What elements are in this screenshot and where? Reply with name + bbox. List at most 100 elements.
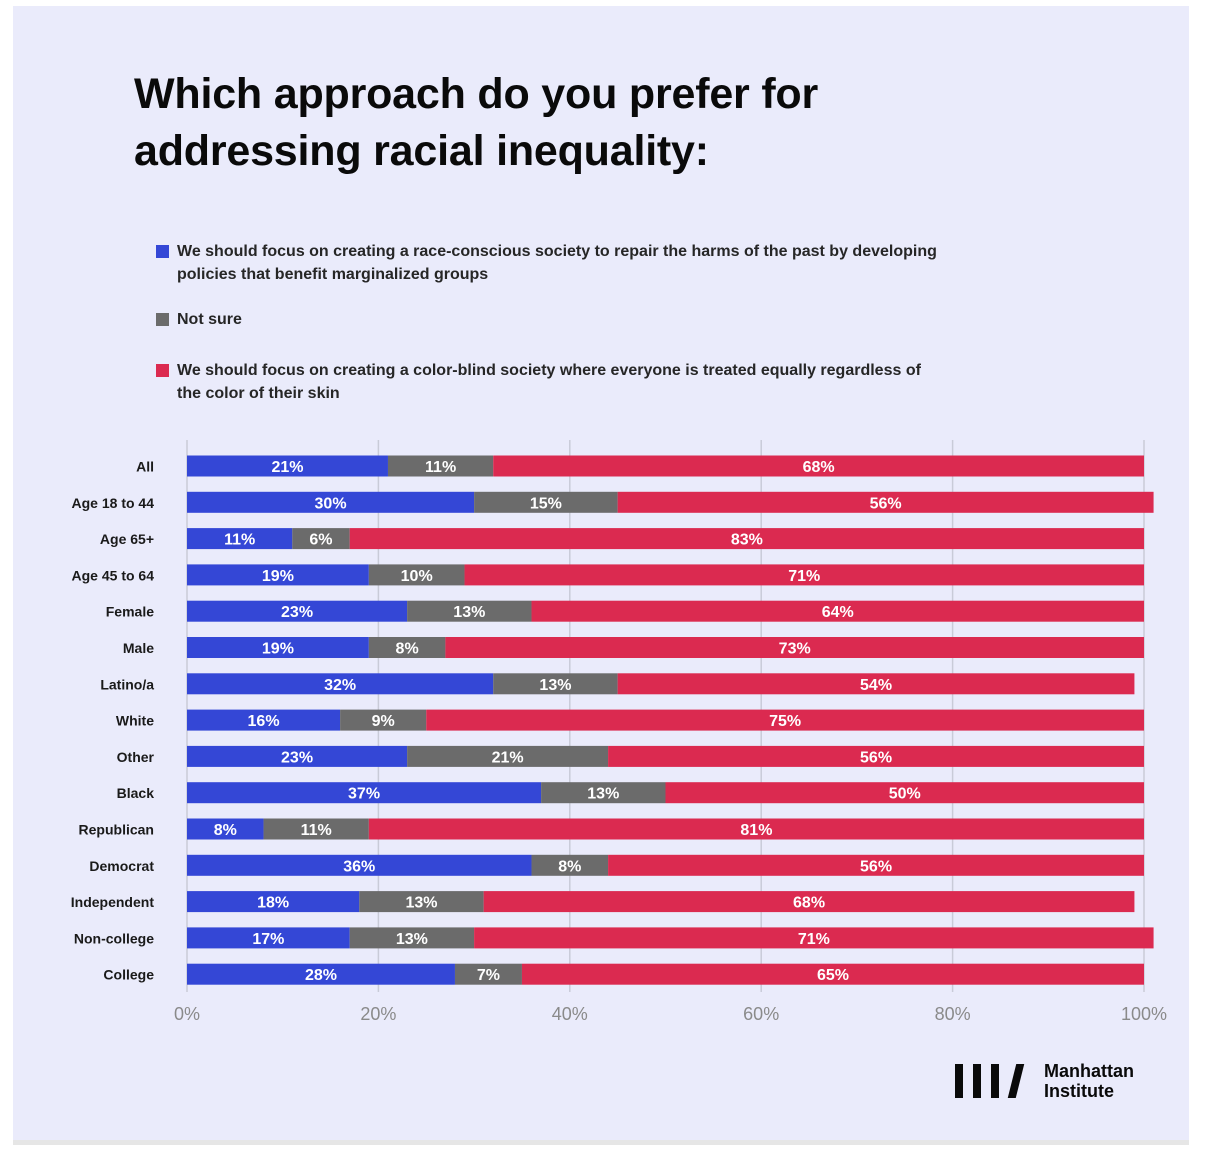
data-label: 30% bbox=[315, 495, 347, 512]
bar-segment-not-sure bbox=[359, 891, 484, 913]
category-label: Male bbox=[123, 640, 154, 656]
bar-segment-color-blind bbox=[368, 818, 1145, 840]
bar-segment-not-sure bbox=[531, 854, 609, 876]
data-label: 8% bbox=[396, 641, 419, 658]
bar-segment-color-blind bbox=[665, 782, 1144, 804]
bar-segment-color-blind bbox=[349, 528, 1144, 550]
category-label: Republican bbox=[79, 822, 154, 838]
bar-segment-not-sure bbox=[454, 963, 522, 985]
data-label: 81% bbox=[740, 822, 772, 839]
data-label: 13% bbox=[587, 786, 619, 803]
bar-segment-race-conscious bbox=[187, 818, 264, 840]
bar-segment-race-conscious bbox=[187, 854, 532, 876]
bar-segment-color-blind bbox=[493, 455, 1144, 477]
data-label: 21% bbox=[271, 459, 303, 476]
chart-title: Which approach do you prefer for address… bbox=[134, 70, 819, 175]
bar-segment-not-sure bbox=[349, 927, 475, 949]
bar-segment-not-sure bbox=[407, 600, 532, 622]
bar-segment-color-blind bbox=[521, 963, 1144, 985]
bar-segment-not-sure bbox=[474, 491, 618, 513]
bar-segment-race-conscious bbox=[187, 927, 350, 949]
bar-segment-color-blind bbox=[464, 564, 1144, 586]
bar-segment-race-conscious bbox=[187, 745, 408, 767]
legend-swatch-race-conscious bbox=[156, 245, 169, 258]
bar-segment-not-sure bbox=[368, 564, 465, 586]
data-label: 7% bbox=[477, 967, 500, 984]
data-label: 68% bbox=[793, 895, 825, 912]
data-label: 32% bbox=[324, 677, 356, 694]
data-label: 13% bbox=[453, 604, 485, 621]
bar-segment-color-blind bbox=[608, 745, 1144, 767]
data-label: 83% bbox=[731, 532, 763, 549]
x-tick-label: 100% bbox=[1121, 1004, 1167, 1024]
data-label: 8% bbox=[214, 822, 237, 839]
category-label: White bbox=[116, 713, 154, 729]
x-tick-label: 40% bbox=[552, 1004, 588, 1024]
bottom-divider bbox=[13, 1140, 1189, 1145]
legend-swatch-not-sure bbox=[156, 313, 169, 326]
x-tick-label: 0% bbox=[174, 1004, 200, 1024]
data-label: 75% bbox=[769, 713, 801, 730]
data-label: 36% bbox=[343, 858, 375, 875]
bar-segment-color-blind bbox=[531, 600, 1144, 622]
bar-segment-not-sure bbox=[407, 745, 609, 767]
data-label: 9% bbox=[372, 713, 395, 730]
legend-label-not-sure: Not sure bbox=[177, 311, 242, 328]
bar-segment-not-sure bbox=[541, 782, 666, 804]
data-label: 56% bbox=[860, 858, 892, 875]
bar-segment-race-conscious bbox=[187, 963, 455, 985]
bar-segment-color-blind bbox=[474, 927, 1154, 949]
data-label: 28% bbox=[305, 967, 337, 984]
bar-segment-color-blind bbox=[483, 891, 1135, 913]
legend-label-race-conscious: We should focus on creating a race-consc… bbox=[177, 243, 937, 283]
bar-segment-race-conscious bbox=[187, 600, 408, 622]
data-label: 54% bbox=[860, 677, 892, 694]
data-label: 19% bbox=[262, 641, 294, 658]
data-label: 17% bbox=[252, 931, 284, 948]
category-label: Non-college bbox=[74, 930, 154, 946]
bar-segment-color-blind bbox=[426, 709, 1144, 731]
x-tick-label: 60% bbox=[743, 1004, 779, 1024]
data-label: 19% bbox=[262, 568, 294, 585]
category-label: Age 45 to 64 bbox=[72, 567, 155, 583]
data-label: 13% bbox=[539, 677, 571, 694]
category-label: Age 18 to 44 bbox=[72, 495, 155, 511]
logo-text-line2: Institute bbox=[1044, 1081, 1114, 1101]
bar-segment-not-sure bbox=[340, 709, 427, 731]
bar-segment-color-blind bbox=[617, 673, 1135, 695]
data-label: 11% bbox=[301, 822, 332, 839]
data-label: 15% bbox=[530, 495, 562, 512]
bar-segment-race-conscious bbox=[187, 637, 369, 658]
category-label: All bbox=[136, 459, 154, 475]
x-tick-label: 80% bbox=[935, 1004, 971, 1024]
data-label: 73% bbox=[779, 641, 811, 658]
bar-segment-race-conscious bbox=[187, 782, 542, 804]
category-label: Latino/a bbox=[100, 676, 154, 692]
bar-segment-race-conscious bbox=[187, 564, 369, 586]
bar-segment-race-conscious bbox=[187, 455, 388, 477]
bar-segment-race-conscious bbox=[187, 709, 341, 731]
data-label: 56% bbox=[860, 749, 892, 766]
data-label: 23% bbox=[281, 604, 313, 621]
data-label: 11% bbox=[425, 459, 456, 476]
data-label: 56% bbox=[870, 495, 902, 512]
data-label: 37% bbox=[348, 786, 380, 803]
category-label: Democrat bbox=[89, 858, 154, 874]
bar-segment-color-blind bbox=[445, 637, 1144, 658]
bar-segment-race-conscious bbox=[187, 673, 494, 695]
legend-label-color-blind: We should focus on creating a color-blin… bbox=[177, 362, 921, 402]
x-tick-label: 20% bbox=[360, 1004, 396, 1024]
bar-segment-not-sure bbox=[493, 673, 618, 695]
category-label: Age 65+ bbox=[100, 531, 154, 547]
logo-bar-mark bbox=[991, 1064, 999, 1098]
category-label: College bbox=[103, 967, 154, 983]
data-label: 13% bbox=[396, 931, 428, 948]
legend-swatch-color-blind bbox=[156, 364, 169, 377]
category-label: Female bbox=[106, 604, 154, 620]
logo-bar-mark bbox=[955, 1064, 963, 1098]
bar-segment-not-sure bbox=[263, 818, 369, 840]
category-label: Other bbox=[117, 749, 155, 765]
data-label: 16% bbox=[248, 713, 280, 730]
data-label: 13% bbox=[405, 895, 437, 912]
